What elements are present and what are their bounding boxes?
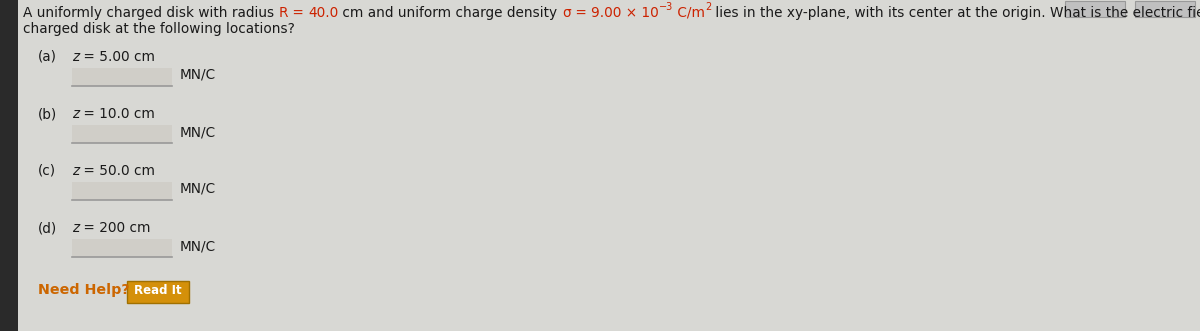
Text: charged disk at the following locations?: charged disk at the following locations? — [23, 22, 295, 36]
Bar — [72, 182, 172, 200]
Text: MN/C: MN/C — [180, 182, 216, 196]
Bar — [0, 0, 18, 331]
Text: 40.0: 40.0 — [308, 6, 338, 20]
Bar — [1066, 1, 1126, 17]
Bar — [72, 68, 172, 86]
Text: Read It: Read It — [134, 284, 182, 297]
Text: A uniformly charged disk with radius: A uniformly charged disk with radius — [23, 6, 278, 20]
Text: =: = — [571, 6, 590, 20]
Text: MN/C: MN/C — [180, 239, 216, 253]
Text: z: z — [72, 221, 79, 235]
Text: = 50.0 cm: = 50.0 cm — [79, 164, 155, 178]
Text: (c): (c) — [38, 164, 56, 178]
Text: MN/C: MN/C — [180, 125, 216, 139]
Text: 9.00 × 10: 9.00 × 10 — [590, 6, 659, 20]
FancyBboxPatch shape — [127, 281, 190, 303]
Text: cm and uniform charge density: cm and uniform charge density — [338, 6, 562, 20]
Text: z: z — [72, 107, 79, 121]
Text: (b): (b) — [38, 107, 58, 121]
Text: MN/C: MN/C — [180, 68, 216, 82]
Text: 2: 2 — [704, 2, 712, 12]
Text: C/m: C/m — [673, 6, 704, 20]
Text: R: R — [278, 6, 288, 20]
Text: Need Help?: Need Help? — [38, 283, 130, 297]
Bar — [72, 125, 172, 143]
Bar — [72, 239, 172, 257]
Text: = 200 cm: = 200 cm — [79, 221, 151, 235]
Text: z: z — [72, 164, 79, 178]
Text: lies in the xy-plane, with its center at the origin. What is the electric field : lies in the xy-plane, with its center at… — [712, 6, 1200, 20]
Text: σ: σ — [562, 6, 571, 20]
Text: (a): (a) — [38, 50, 58, 64]
Text: =: = — [288, 6, 308, 20]
Text: = 5.00 cm: = 5.00 cm — [79, 50, 155, 64]
Text: (d): (d) — [38, 221, 58, 235]
Text: z: z — [72, 50, 79, 64]
Text: = 10.0 cm: = 10.0 cm — [79, 107, 155, 121]
Bar — [1135, 1, 1195, 17]
Text: −3: −3 — [659, 2, 673, 12]
